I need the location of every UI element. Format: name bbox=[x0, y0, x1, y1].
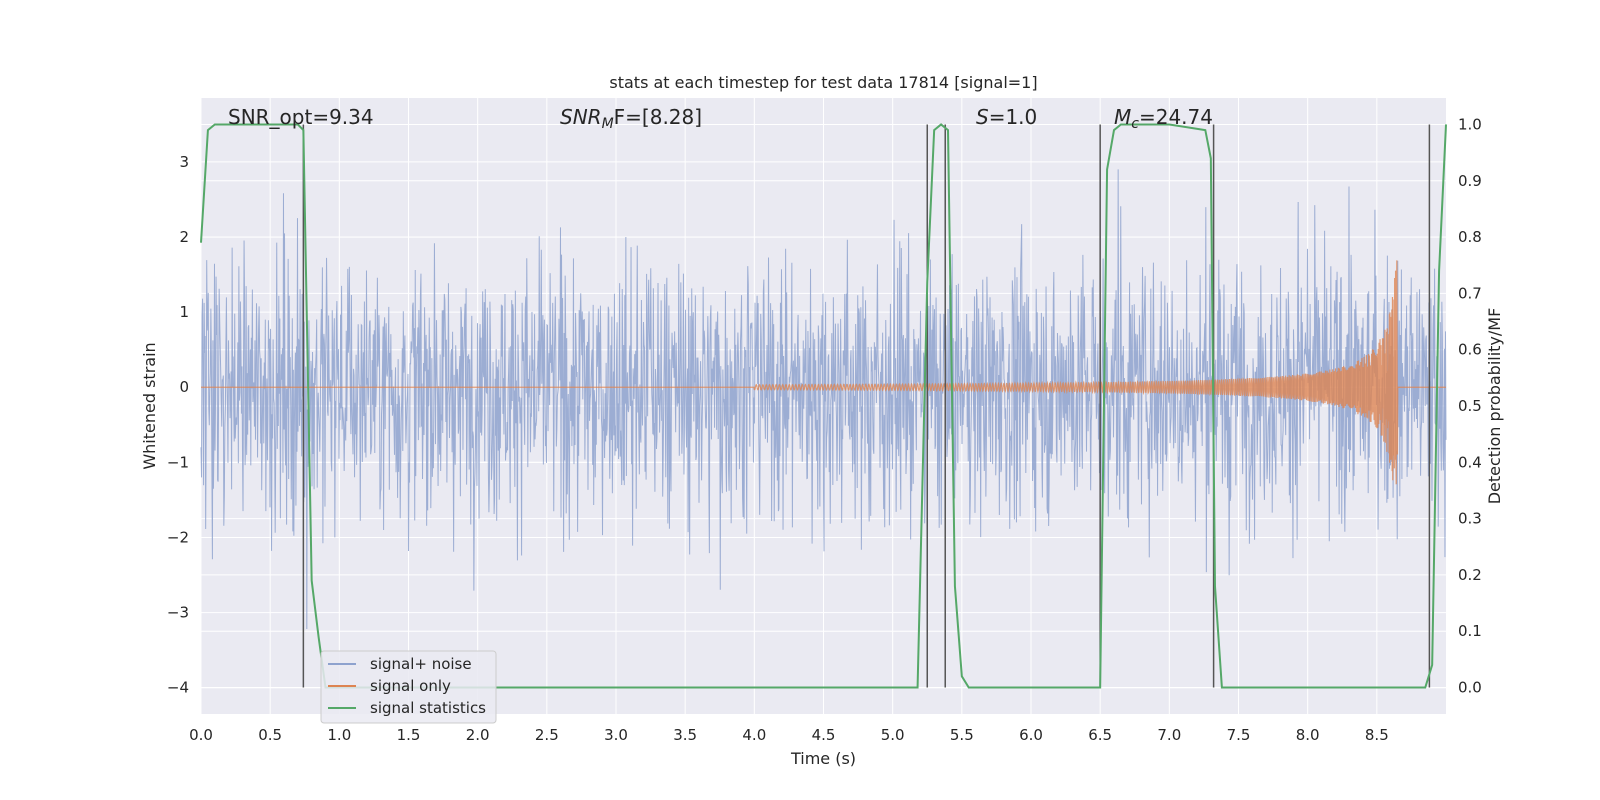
legend-item-stats: signal statistics bbox=[370, 699, 486, 717]
y-tick-label-6: −3 bbox=[167, 604, 189, 622]
legend-box bbox=[320, 650, 497, 724]
x-tick-label-4: 2.0 bbox=[466, 726, 490, 744]
x-axis: 0.0 0.5 1.0 1.5 2.0 2.5 3.0 3.5 4.0 4.5 5.0 5.5 6.0 6… bbox=[189, 726, 1389, 744]
x-tick-label-14: 7.0 bbox=[1157, 726, 1181, 744]
y-axis-label: Whitened strain bbox=[140, 342, 159, 469]
legend: signal+ noise signal only signal statist… bbox=[320, 650, 497, 724]
x-tick-label-11: 5.5 bbox=[950, 726, 974, 744]
x-tick-label-6: 3.0 bbox=[604, 726, 628, 744]
signal-statistics-series bbox=[200, 123, 1447, 689]
x-tick-label-8: 4.0 bbox=[742, 726, 766, 744]
x-tick-label-17: 8.5 bbox=[1365, 726, 1389, 744]
annotation-s: S=1.0 bbox=[976, 105, 1037, 129]
x-tick-label-1: 0.5 bbox=[258, 726, 282, 744]
signal-line bbox=[201, 260, 1446, 485]
y-tick-label-2: 1 bbox=[179, 303, 189, 321]
annotation-s-main: S bbox=[976, 105, 989, 129]
y2-tick-label-7: 0.3 bbox=[1458, 510, 1482, 528]
x-tick-label-2: 1.0 bbox=[327, 726, 351, 744]
annotation-mc-rest: =24.74 bbox=[1139, 105, 1213, 129]
annotation-mc-sub: c bbox=[1131, 116, 1139, 132]
x-tick-label-5: 2.5 bbox=[535, 726, 559, 744]
y2-tick-label-5: 0.5 bbox=[1458, 397, 1482, 415]
y2-tick-label-1: 0.9 bbox=[1458, 172, 1482, 190]
y2-tick-label-6: 0.4 bbox=[1458, 453, 1482, 471]
y-tick-label-0: 3 bbox=[179, 153, 189, 171]
annotation-snr-mf-sub: M bbox=[602, 116, 614, 132]
annotation-mc-main: M bbox=[1114, 105, 1131, 129]
signal-only-series bbox=[201, 260, 1446, 485]
annotation-snr-mf: SNRMF=[8.28] bbox=[560, 105, 702, 132]
x-tick-label-9: 4.5 bbox=[812, 726, 836, 744]
y-tick-label-3: 0 bbox=[179, 378, 189, 396]
legend-item-noise: signal+ noise bbox=[370, 655, 472, 673]
annotation-snr-opt: SNR_opt=9.34 bbox=[228, 105, 374, 129]
y-tick-label-4: −1 bbox=[167, 453, 189, 471]
x-tick-label-15: 7.5 bbox=[1227, 726, 1251, 744]
annotation-snr-mf-main: SNR bbox=[560, 105, 602, 129]
y2-tick-label-9: 0.1 bbox=[1458, 622, 1482, 640]
x-tick-label-16: 8.0 bbox=[1296, 726, 1320, 744]
y-axis-right: 1.0 0.9 0.8 0.7 0.6 0.5 0.4 0.3 0.2 0.1 0.0 bbox=[1458, 115, 1482, 696]
x-tick-label-10: 5.0 bbox=[881, 726, 905, 744]
stats-line bbox=[200, 123, 1447, 689]
y2-tick-label-4: 0.6 bbox=[1458, 341, 1482, 359]
y-tick-label-7: −4 bbox=[167, 679, 189, 697]
y2-axis-label: Detection probability/MF bbox=[1485, 308, 1504, 505]
legend-item-signal: signal only bbox=[370, 677, 451, 695]
y-tick-label-5: −2 bbox=[167, 528, 189, 546]
y-tick-label-1: 2 bbox=[179, 228, 189, 246]
annotation-snr-mf-rest: F=[8.28] bbox=[614, 105, 702, 129]
y2-tick-label-2: 0.8 bbox=[1458, 228, 1482, 246]
x-tick-label-3: 1.5 bbox=[397, 726, 421, 744]
x-tick-label-0: 0.0 bbox=[189, 726, 213, 744]
y2-tick-label-0: 1.0 bbox=[1458, 115, 1482, 133]
annotation-mc: Mc=24.74 bbox=[1114, 105, 1213, 132]
y2-tick-label-8: 0.2 bbox=[1458, 566, 1482, 584]
y2-tick-label-10: 0.0 bbox=[1458, 679, 1482, 697]
annotation-s-rest: =1.0 bbox=[989, 105, 1038, 129]
x-axis-label: Time (s) bbox=[790, 749, 856, 768]
x-tick-label-7: 3.5 bbox=[673, 726, 697, 744]
x-tick-label-13: 6.5 bbox=[1088, 726, 1112, 744]
x-tick-label-12: 6.0 bbox=[1019, 726, 1043, 744]
y2-tick-label-3: 0.7 bbox=[1458, 284, 1482, 302]
chart-title: stats at each timestep for test data 178… bbox=[609, 73, 1037, 92]
y-axis-left: 3 2 1 0 −1 −2 −3 −4 bbox=[167, 153, 189, 697]
